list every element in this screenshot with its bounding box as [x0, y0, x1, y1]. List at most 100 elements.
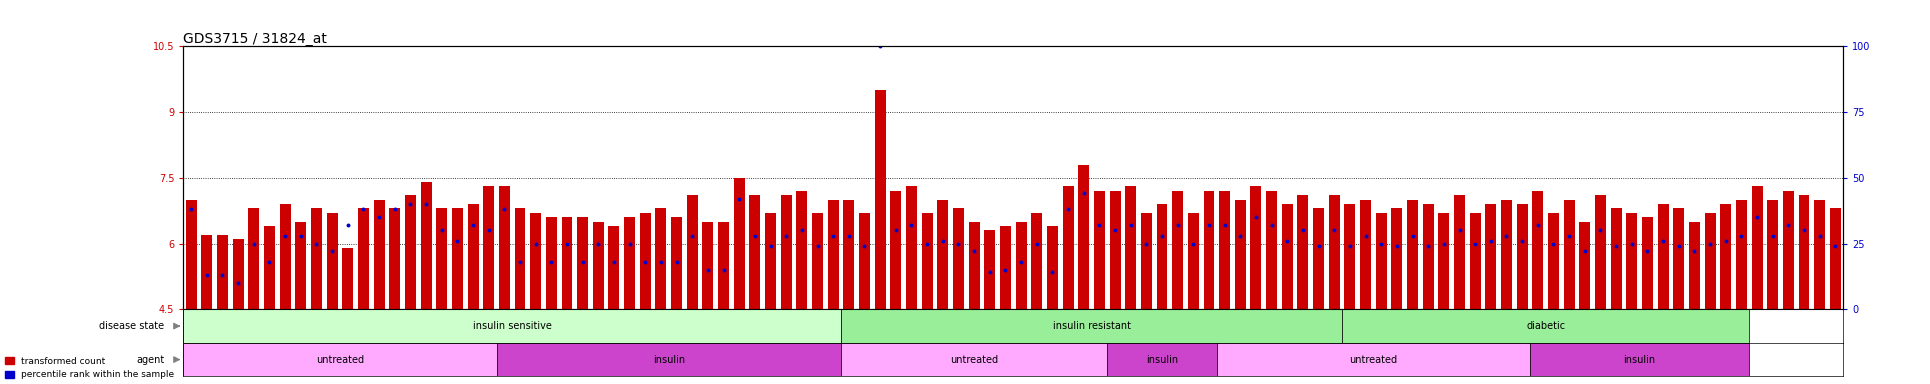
Point — [1459, 240, 1490, 247]
Bar — [1689, 222, 1700, 310]
Point — [1523, 222, 1554, 228]
Bar — [1266, 191, 1278, 310]
Bar — [390, 209, 400, 310]
Point — [380, 206, 411, 212]
Bar — [1079, 164, 1089, 310]
Bar — [1720, 204, 1731, 310]
Bar — [295, 222, 307, 310]
Text: GDS3715 / 31824_at: GDS3715 / 31824_at — [183, 32, 328, 46]
Legend: transformed count, percentile rank within the sample: transformed count, percentile rank withi… — [4, 357, 174, 379]
Point — [1006, 259, 1036, 265]
Point — [770, 233, 801, 239]
Bar — [1530, 343, 1749, 376]
Point — [442, 238, 473, 244]
Bar — [280, 204, 291, 310]
Bar — [905, 187, 917, 310]
Bar — [1110, 191, 1121, 310]
Bar — [421, 182, 432, 310]
Point — [1131, 240, 1162, 247]
Point — [567, 259, 598, 265]
Bar — [733, 178, 745, 310]
Bar — [216, 235, 228, 310]
Bar — [436, 209, 448, 310]
Point — [693, 267, 724, 273]
Bar — [1783, 191, 1793, 310]
Bar — [1341, 310, 1749, 343]
Bar — [639, 213, 650, 310]
Bar — [797, 191, 807, 310]
Text: disease state: disease state — [100, 321, 164, 331]
Bar — [841, 343, 1108, 376]
Point — [239, 240, 270, 247]
Bar — [984, 230, 996, 310]
Point — [1475, 238, 1505, 244]
Bar — [859, 213, 870, 310]
Point — [583, 240, 614, 247]
Point — [1287, 227, 1318, 233]
Bar — [183, 310, 841, 343]
Bar — [1752, 187, 1762, 310]
Bar — [1517, 204, 1529, 310]
Bar — [1735, 200, 1747, 310]
Bar — [1642, 217, 1652, 310]
Point — [176, 206, 207, 212]
Bar — [813, 213, 822, 310]
Text: agent: agent — [137, 354, 164, 364]
Point — [834, 233, 865, 239]
Point — [614, 240, 645, 247]
Bar — [1453, 195, 1465, 310]
Point — [1725, 233, 1756, 239]
Bar — [1108, 343, 1216, 376]
Bar — [1658, 204, 1669, 310]
Point — [1428, 240, 1459, 247]
Point — [1648, 238, 1679, 244]
Point — [1036, 270, 1067, 276]
Bar — [234, 239, 243, 310]
Bar — [1532, 191, 1544, 310]
Bar — [405, 195, 415, 310]
Point — [537, 259, 567, 265]
Point — [1318, 227, 1349, 233]
Point — [975, 270, 1006, 276]
Text: insulin: insulin — [652, 354, 685, 364]
Point — [1146, 233, 1177, 239]
Text: untreated: untreated — [317, 354, 365, 364]
Bar — [1156, 204, 1168, 310]
Bar — [264, 226, 274, 310]
Bar — [1799, 195, 1810, 310]
Point — [1177, 240, 1208, 247]
Point — [552, 240, 583, 247]
Bar — [342, 248, 353, 310]
Point — [911, 240, 942, 247]
Point — [1492, 233, 1523, 239]
Point — [255, 259, 286, 265]
Point — [1366, 240, 1397, 247]
Point — [896, 222, 926, 228]
Text: insulin: insulin — [1623, 354, 1656, 364]
Bar — [623, 217, 635, 310]
Bar — [1768, 200, 1778, 310]
Bar — [938, 200, 948, 310]
Bar — [1312, 209, 1324, 310]
Bar — [1830, 209, 1841, 310]
Bar — [1563, 200, 1575, 310]
Point — [1789, 227, 1820, 233]
Bar — [515, 209, 525, 310]
Point — [286, 233, 317, 239]
Point — [1351, 233, 1382, 239]
Bar — [782, 195, 791, 310]
Bar — [1282, 204, 1293, 310]
Bar — [1204, 191, 1214, 310]
Point — [677, 233, 708, 239]
Bar — [1392, 209, 1403, 310]
Bar — [1704, 213, 1716, 310]
Point — [818, 233, 849, 239]
Bar — [828, 200, 840, 310]
Text: untreated: untreated — [1349, 354, 1397, 364]
Point — [708, 267, 739, 273]
Point — [803, 243, 834, 249]
Bar — [1814, 200, 1826, 310]
Bar — [1187, 213, 1199, 310]
Bar — [1235, 200, 1245, 310]
Bar — [608, 226, 620, 310]
